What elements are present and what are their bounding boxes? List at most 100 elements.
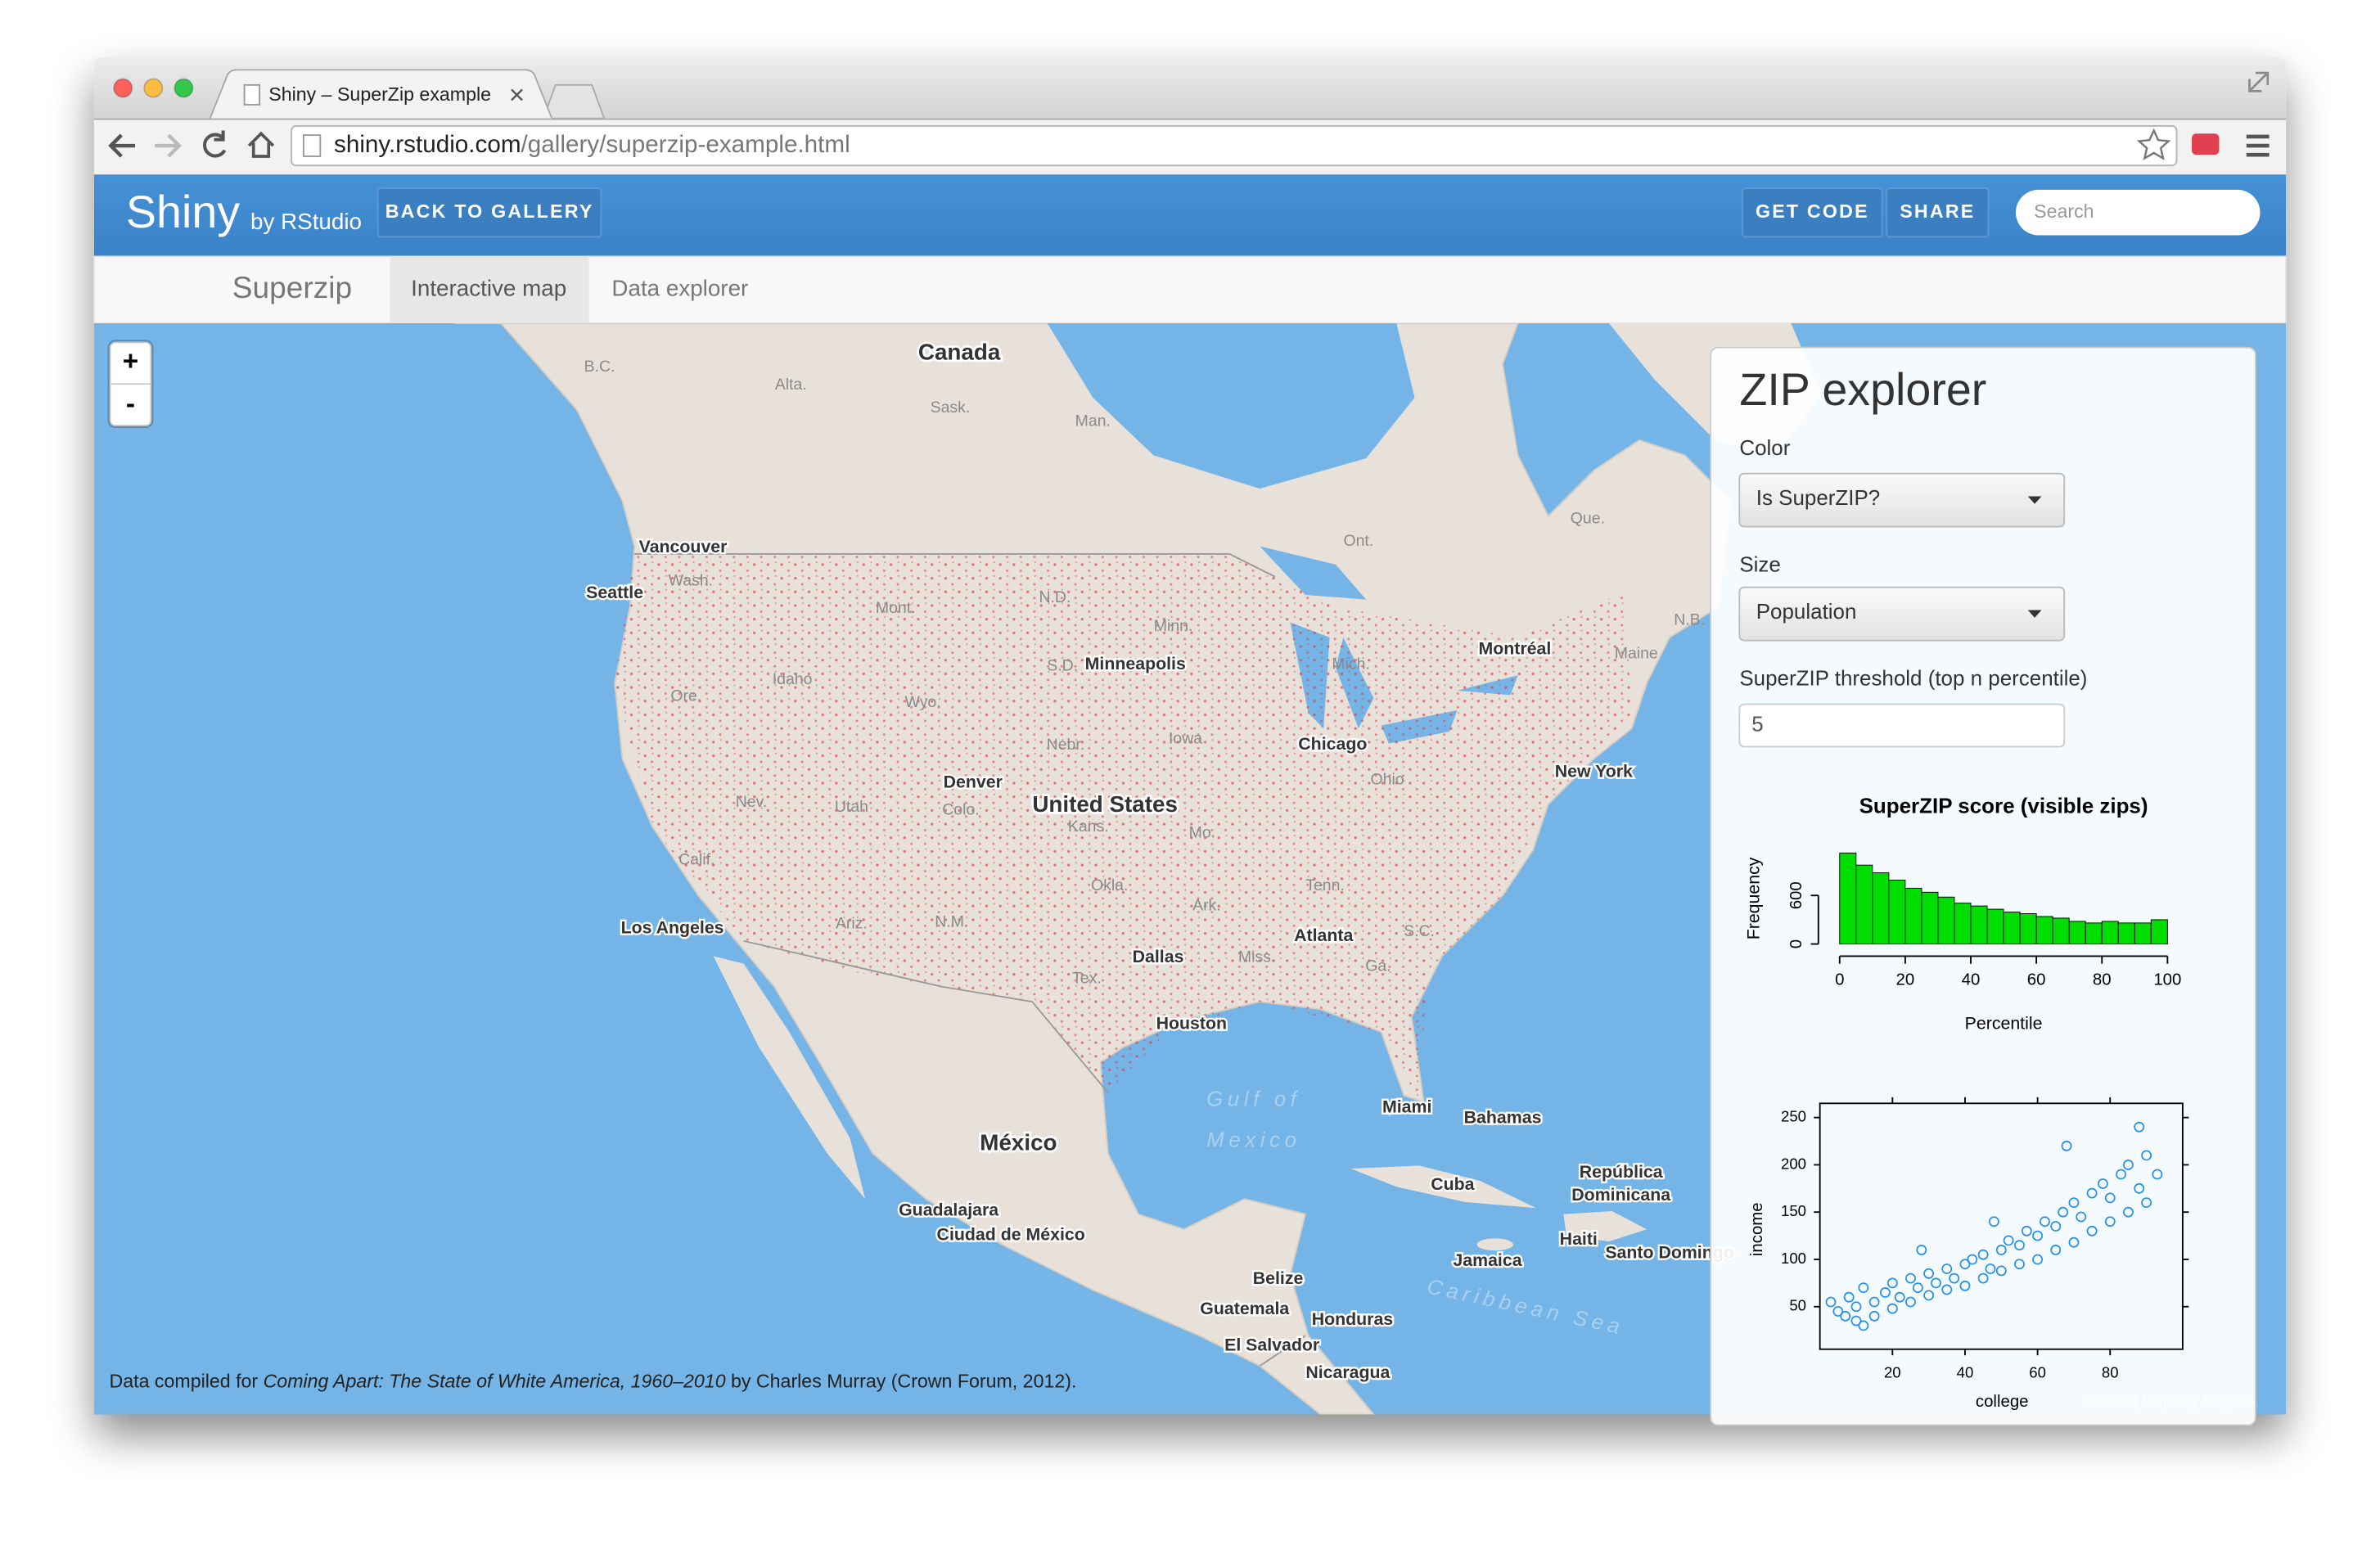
x-axis-label: Percentile	[1965, 1013, 2043, 1033]
scatter-point	[2003, 1235, 2014, 1246]
input-value[interactable]: 5	[1751, 711, 1763, 736]
scatter-point	[2068, 1197, 2080, 1209]
numeric-input[interactable]	[1738, 703, 2066, 748]
scatter-point	[2032, 1230, 2044, 1241]
nav-button[interactable]	[376, 187, 602, 238]
map-label: Ohio	[1371, 770, 1404, 788]
scatter-point	[2134, 1182, 2145, 1194]
scatter-point	[2086, 1187, 2098, 1199]
map-label: Dallas	[1133, 947, 1184, 966]
histogram-bar	[1839, 852, 1857, 945]
map-label: Miss.	[1238, 948, 1275, 966]
forward-icon[interactable]	[155, 133, 182, 158]
new-tab[interactable]	[542, 83, 606, 119]
nav-button[interactable]	[1742, 187, 1883, 238]
footer-text: by Charles Murray (Crown Forum, 2012).	[726, 1371, 1077, 1392]
x-tick-label: 80	[2093, 971, 2112, 989]
scatter-point	[1880, 1287, 1891, 1298]
footer-book: Coming Apart: The State of White America…	[264, 1371, 726, 1392]
scatter-point	[1995, 1265, 2007, 1277]
map-footer: Data compiled for Coming Apart: The Stat…	[110, 1371, 1077, 1392]
scatter-point	[2050, 1221, 2062, 1232]
window-button[interactable]	[143, 78, 164, 98]
window-button[interactable]	[174, 78, 194, 98]
tab-close[interactable]	[511, 88, 523, 101]
y-tick-label: 0	[1787, 939, 1805, 948]
scatter-point	[1916, 1245, 1927, 1255]
nav-tab[interactable]: Data explorer	[611, 276, 748, 301]
histogram-bar	[1986, 908, 2004, 945]
map-label: Houston	[1156, 1013, 1227, 1033]
scatter-point	[1949, 1272, 1960, 1284]
select[interactable]	[1738, 586, 2066, 642]
scatter-point	[1977, 1249, 1989, 1260]
y-axis-label: Frequency	[1744, 857, 1764, 939]
map-label: United States	[1032, 791, 1178, 817]
tab[interactable]	[208, 69, 554, 121]
scatter-point	[1858, 1320, 1869, 1331]
map-label: Guadalajara	[899, 1200, 998, 1220]
home-icon[interactable]	[247, 131, 275, 158]
select-value[interactable]: Population	[1756, 599, 1857, 624]
map-label: S.D.	[1047, 656, 1078, 674]
histogram-bar	[2068, 921, 2086, 945]
scatter-point	[2040, 1216, 2050, 1227]
nav-button[interactable]	[1886, 187, 1990, 238]
scatter-point	[2058, 1206, 2069, 1218]
y-tick-label: 250	[1781, 1108, 1806, 1125]
histogram-bar	[1872, 872, 1890, 945]
map-label: Colo.	[942, 801, 979, 819]
map-label: Tex.	[1072, 969, 1102, 987]
map-label: Seattle	[586, 583, 643, 602]
map-label: Nebr.	[1047, 736, 1085, 754]
url[interactable]: shiny.rstudio.com/gallery/superzip-examp…	[334, 131, 850, 158]
select-value[interactable]: Is SuperZIP?	[1756, 485, 1880, 510]
search-box[interactable]	[2015, 189, 2261, 236]
map-label: S.C.	[1404, 922, 1435, 940]
zoom-out[interactable]: -	[126, 389, 135, 419]
scatter-point	[2116, 1169, 2126, 1180]
scatter-point	[1868, 1296, 1880, 1308]
map-label: Nicaragua	[1305, 1363, 1390, 1382]
map-label: N.M.	[935, 913, 968, 931]
scatter-point	[1995, 1245, 2007, 1255]
zoom-in[interactable]: +	[123, 346, 138, 376]
url-host: shiny.rstudio.com	[334, 131, 521, 158]
menu-icon[interactable]	[2246, 134, 2270, 157]
select[interactable]	[1738, 472, 2066, 528]
histogram-bar	[2101, 921, 2119, 945]
land	[1476, 1238, 1514, 1251]
tab-active-bg	[390, 256, 589, 324]
map-label: Chicago	[1298, 734, 1367, 754]
map-label: Utah	[835, 798, 868, 816]
y-tick-label: 200	[1781, 1155, 1806, 1172]
nav-tab[interactable]: Interactive map	[411, 276, 566, 301]
map-label: Belize	[1253, 1268, 1304, 1288]
y-tick-label: 50	[1789, 1297, 1806, 1314]
map-label: Iowa	[1169, 729, 1202, 747]
map-label: Maine	[1615, 644, 1658, 662]
map-label: Vancouver	[639, 537, 728, 556]
map-label: Idaho	[773, 670, 813, 688]
back-icon[interactable]	[108, 133, 136, 158]
map-label: Ark.	[1192, 896, 1221, 914]
bookmark-star[interactable]	[2136, 128, 2171, 160]
nav-button-label[interactable]: SHARE	[1900, 200, 1975, 222]
window-button[interactable]	[113, 78, 133, 98]
scatter-point	[2076, 1211, 2087, 1223]
bay	[1047, 323, 1415, 489]
extension-icon[interactable]	[2192, 133, 2220, 155]
page-icon	[302, 134, 322, 157]
nav-button-label[interactable]: BACK TO GALLERY	[385, 200, 594, 222]
map-label: Alta.	[775, 376, 807, 394]
histogram-bar	[1888, 880, 1906, 945]
reload-icon[interactable]	[203, 130, 227, 158]
histogram-bar	[1970, 905, 1988, 945]
field-label: Size	[1739, 552, 1780, 577]
map-label: Mich.	[1332, 655, 1370, 673]
address-bar[interactable]	[291, 125, 2178, 167]
map-label: Montréal	[1478, 638, 1551, 658]
map-label: Ga.	[1365, 957, 1391, 975]
nav-button-label[interactable]: GET CODE	[1756, 200, 1869, 222]
x-tick-label: 20	[1896, 971, 1915, 989]
